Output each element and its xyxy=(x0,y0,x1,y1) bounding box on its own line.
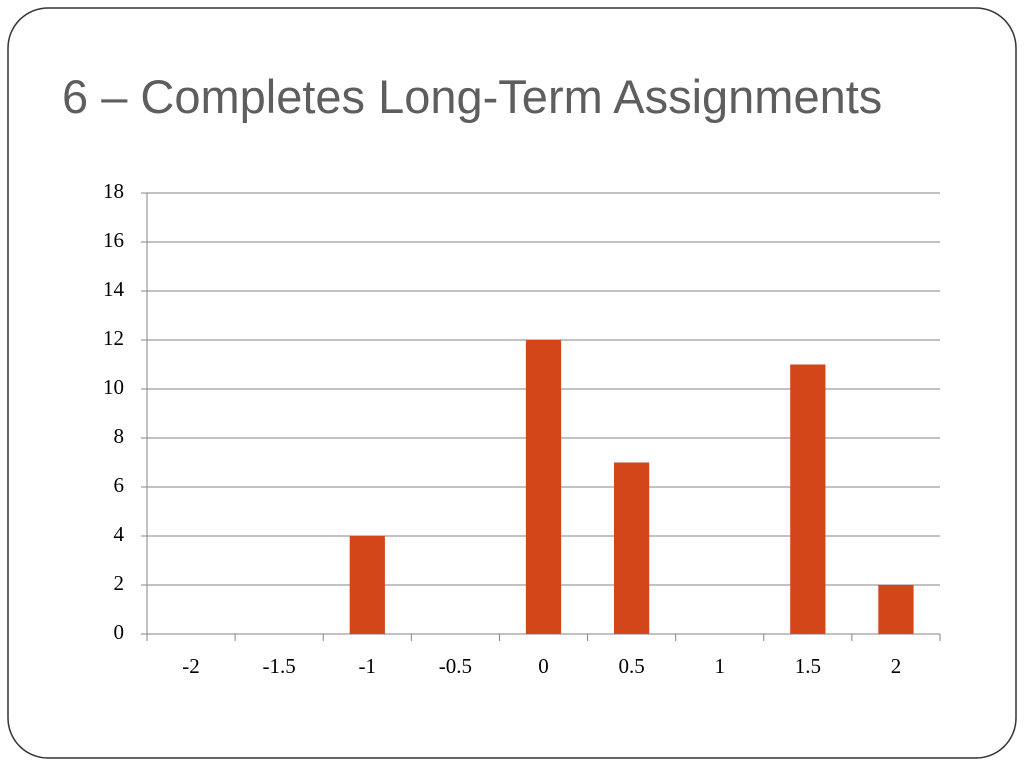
x-tick-label: -1 xyxy=(359,654,377,678)
y-tick-label: 0 xyxy=(114,620,125,644)
x-tick-label: 0.5 xyxy=(618,654,644,678)
x-tick-label: 0 xyxy=(538,654,549,678)
y-tick-label: 16 xyxy=(103,228,124,252)
x-tick-label: -0.5 xyxy=(439,654,472,678)
y-tick-label: 6 xyxy=(114,473,125,497)
y-tick-label: 2 xyxy=(114,571,125,595)
y-tick-label: 18 xyxy=(103,179,124,203)
bar xyxy=(525,340,562,634)
bar xyxy=(349,536,385,634)
chart-title: 6 – Completes Long-Term Assignments xyxy=(62,70,882,123)
x-tick-label: 2 xyxy=(891,654,902,678)
y-tick-label: 14 xyxy=(103,277,125,301)
x-tick-label: -1.5 xyxy=(263,654,296,678)
x-tick-label: 1.5 xyxy=(795,654,821,678)
slide-frame xyxy=(7,7,1017,759)
y-tick-label: 8 xyxy=(114,424,125,448)
y-tick-label: 4 xyxy=(114,522,125,546)
bar xyxy=(878,585,914,634)
x-tick-label: -2 xyxy=(182,654,200,678)
x-tick-label: 1 xyxy=(714,654,725,678)
y-tick-label: 10 xyxy=(103,375,124,399)
y-tick-label: 12 xyxy=(103,326,124,350)
bar xyxy=(790,364,826,634)
bar xyxy=(613,462,650,634)
